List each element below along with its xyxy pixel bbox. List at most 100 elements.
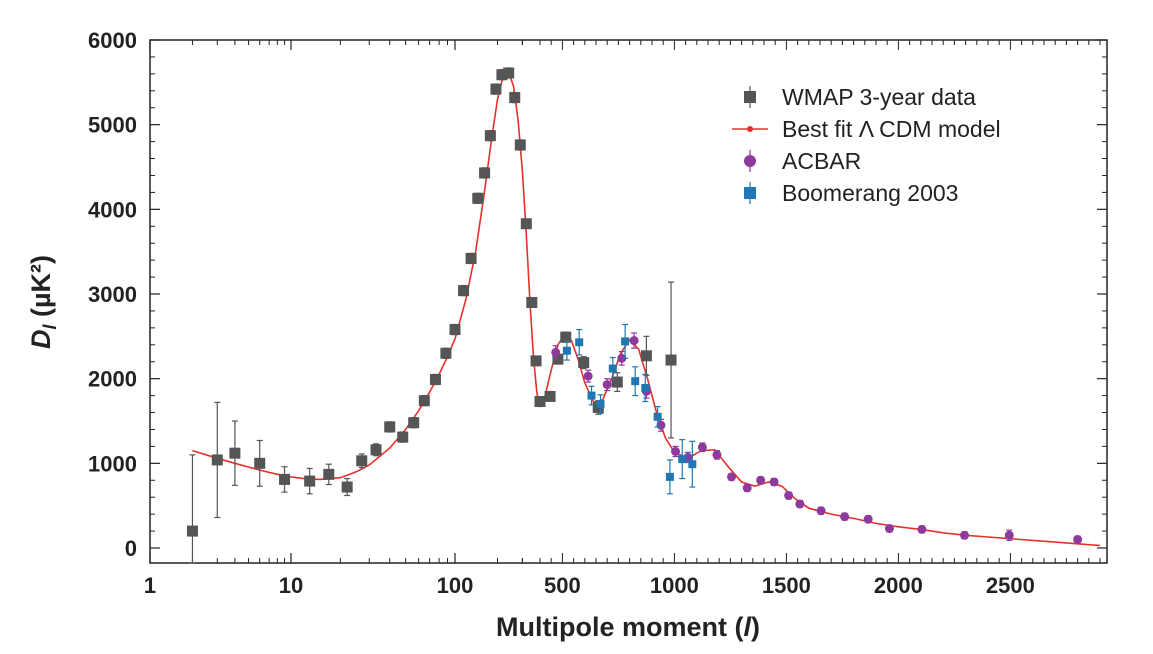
acbar-point [784,491,794,501]
acbar-point [959,530,969,540]
wmap-3-year-data-point [665,354,677,366]
wmap-3-year-data-point [484,130,496,142]
y-tick-label: 4000 [88,197,137,222]
acbar-point [671,446,681,456]
wmap-3-year-data-point [526,296,538,308]
x-tick-label: 100 [437,573,474,598]
x-tick-label: 2500 [986,573,1035,598]
x-tick-label: 1000 [650,573,699,598]
boomerang-2003-point [621,337,630,346]
wmap-3-year-data-point [479,167,491,179]
wmap-3-year-data-point [356,455,368,467]
y-tick-label: 3000 [88,282,137,307]
wmap-3-year-data-point [640,350,652,362]
x-tick-labels: 1 10 100 500 1000 1500 2000 2500 [144,573,1035,598]
x-tick-label: 1500 [762,573,811,598]
acbar-point [1073,535,1083,545]
wmap-3-year-data-point [254,457,266,469]
acbar-point [917,524,927,534]
x-tick-label: 2000 [874,573,923,598]
acbar-point [840,512,850,522]
wmap-3-year-data-point [520,218,532,230]
boomerang-2003-point [608,364,617,373]
wmap-3-year-data-point [408,417,420,429]
wmap-3-year-data-point [440,347,452,359]
y-tick-label: 5000 [88,113,137,138]
wmap-3-year-data-point [496,69,508,81]
wmap-3-year-data-point [490,83,502,95]
acbar-point [816,506,826,516]
acbar-point [884,524,894,534]
boomerang-2003-point [665,472,674,481]
wmap-3-year-data-point [384,421,396,433]
wmap-3-year-data-point [211,454,223,466]
y-tick-label: 1000 [88,451,137,476]
acbar-point [769,477,779,487]
legend-label-boomerang-2003: Boomerang 2003 [782,180,958,206]
legend-dot-best-fit-cdm-model [747,126,753,132]
x-axis-title: Multipole moment (l) [496,612,760,642]
boomerang-2003-point [587,391,596,400]
acbar-point [629,336,639,346]
acbar-point [583,371,593,381]
y-axis-title: Dl (µK²) [26,255,60,349]
wmap-3-year-data-point [530,355,542,367]
acbar-point [863,514,873,524]
wmap-3-year-data-point [418,395,430,407]
wmap-3-year-data-point [397,431,409,443]
boomerang-2003-point [688,460,697,469]
legend: WMAP 3-year data Best fit Λ CDM model ACBA… [732,84,1001,206]
wmap-3-year-data-point [544,390,556,402]
x-tick-label: 500 [544,573,581,598]
boomerang-2003-point [596,400,605,409]
legend-marker-boomerang-2003 [744,187,756,199]
wmap-3-year-data-point [514,139,526,151]
acbar-point [756,475,766,485]
acbar-point [742,483,752,493]
boomerang-2003-point [562,346,571,355]
wmap-3-year-data-point [472,192,484,204]
wmap-3-year-data-point [534,396,546,408]
wmap-3-year-data-point [503,67,515,79]
wmap-3-year-data-point [279,473,291,485]
acbar-point [697,442,707,452]
acbar-point [727,472,737,482]
wmap-3-year-data-point [429,374,441,386]
acbar-point [795,499,805,509]
legend-label-wmap-3-year-data: WMAP 3-year data [782,84,976,110]
wmap-3-year-data-point [341,481,353,493]
boomerang-2003-point [575,338,584,347]
boomerang-2003-point [641,383,650,392]
y-tick-label: 2000 [88,367,137,392]
legend-label-best-fit-cdm-model: Best fit Λ CDM model [782,116,1001,142]
acbar-point [602,380,612,390]
wmap-3-year-data-point [449,324,461,336]
boomerang-2003-point [678,455,687,464]
boomerang-2003-point [653,412,662,421]
plot-frame [149,39,1108,564]
axis-ticks [149,39,1107,563]
wmap-3-year-data-point [186,525,198,537]
wmap-3-year-data-point [323,468,335,480]
boomerang-2003-point [631,377,640,386]
acbar-point [712,450,722,460]
acbar-point [551,347,561,357]
wmap-3-year-data-point [560,331,572,343]
wmap-3-year-data-point [304,475,316,487]
wmap-3-year-data-point [458,285,470,297]
wmap-3-year-data-point [578,357,590,369]
legend-marker-acbar [744,155,756,167]
wmap-3-year-data-point [229,447,241,459]
x-tick-label: 1 [144,573,156,598]
y-tick-labels: 0 1000 2000 3000 4000 5000 6000 [88,28,137,561]
wmap-3-year-data-point [370,444,382,456]
wmap-3-year-data-point [611,376,623,388]
legend-marker-wmap-3-year-data [744,91,756,103]
wmap-3-year-data-point [509,92,521,104]
y-tick-label: 0 [125,536,137,561]
x-tick-label: 10 [279,573,303,598]
data-points-layer [186,67,1083,564]
acbar-point [617,353,627,363]
wmap-3-year-data-point [465,252,477,264]
